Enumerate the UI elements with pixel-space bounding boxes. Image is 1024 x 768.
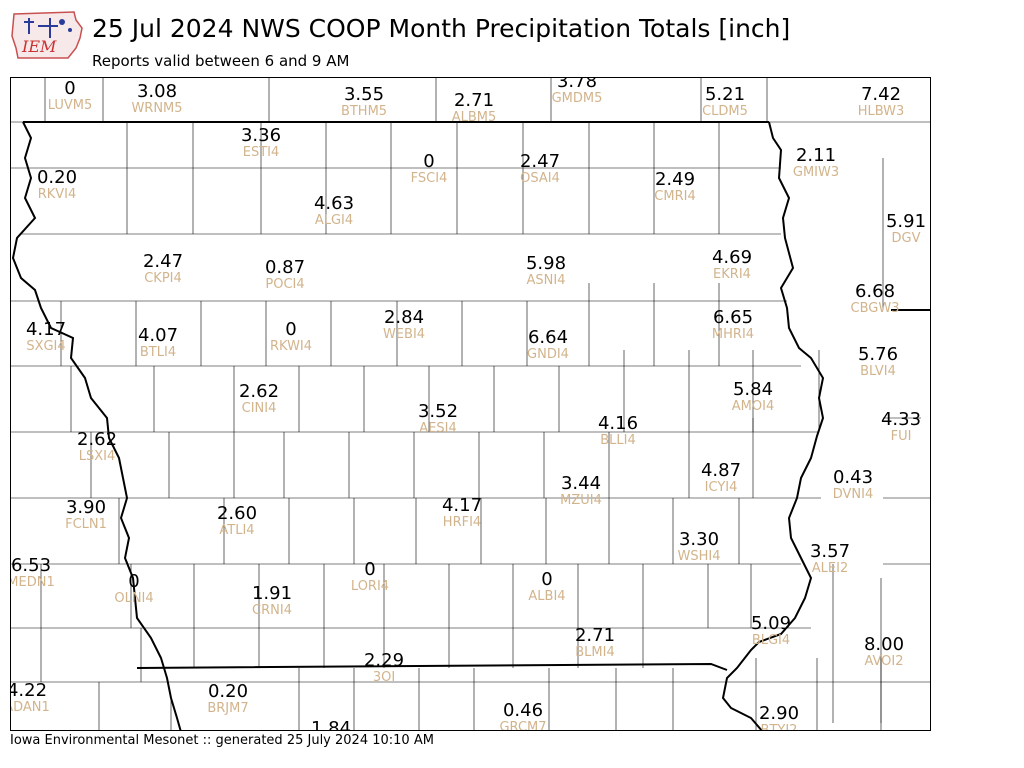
map-subtitle: Reports valid between 6 and 9 AM bbox=[92, 52, 350, 70]
station: 0.46 GRCM7 bbox=[499, 700, 547, 731]
station: 3.55 BTHM5 bbox=[340, 84, 388, 119]
station: 0.43 DVNI4 bbox=[832, 467, 874, 502]
station: 2.71 ALBM5 bbox=[451, 90, 497, 125]
station: 6.68 CBGW3 bbox=[850, 281, 900, 316]
station: 1.91 CRNI4 bbox=[251, 583, 293, 618]
station: 5.76 BLVI4 bbox=[857, 344, 899, 379]
station: 3.90 FCLN1 bbox=[65, 497, 107, 532]
station: 0 LORI4 bbox=[350, 559, 390, 594]
station: 2.84 WEBI4 bbox=[382, 307, 426, 342]
station: 2.29 3OI bbox=[363, 650, 405, 685]
station: 0.87 POCI4 bbox=[264, 257, 306, 292]
station: 2.47 CKPI4 bbox=[142, 251, 184, 286]
station: 2.62 LSXI4 bbox=[76, 429, 118, 464]
station: 5.84 AMOI4 bbox=[731, 379, 775, 414]
station: 4.16 BLLI4 bbox=[597, 413, 639, 448]
station: 3.36 ESTI4 bbox=[240, 125, 282, 160]
station: 4.07 BTLI4 bbox=[137, 325, 179, 360]
station: 5.09 BLGI4 bbox=[750, 613, 792, 648]
station: 2.49 CMRI4 bbox=[654, 169, 696, 204]
station: 5.91 DGV bbox=[885, 211, 927, 246]
iem-logo: IEM bbox=[10, 8, 86, 62]
station: 2.11 GMIW3 bbox=[792, 145, 840, 180]
station: 3.57 ALEI2 bbox=[809, 541, 851, 576]
station: 0.20 RKVI4 bbox=[36, 167, 78, 202]
station: 0 FSCI4 bbox=[410, 151, 448, 186]
station: 3.30 WSHI4 bbox=[677, 529, 721, 564]
station: 6.64 GNDI4 bbox=[527, 327, 569, 362]
station: 1.84 bbox=[310, 718, 352, 731]
station: 4.87 ICYI4 bbox=[700, 460, 742, 495]
county-boundaries bbox=[11, 78, 930, 730]
station: 0.20 BRJM7 bbox=[207, 681, 249, 716]
station: 6.65 MHRI4 bbox=[711, 307, 755, 342]
station: 6.53 MEDN1 bbox=[10, 555, 55, 590]
station: 2.60 ATLI4 bbox=[216, 503, 258, 538]
station: 5.21 CLDM5 bbox=[702, 84, 748, 119]
station: 4.17 SXGI4 bbox=[25, 319, 67, 354]
station: 4.17 HRFI4 bbox=[441, 495, 483, 530]
station: 4.69 EKRI4 bbox=[711, 247, 753, 282]
map-title: 25 Jul 2024 NWS COOP Month Precipitation… bbox=[92, 14, 791, 43]
station: 2.71 BLMI4 bbox=[574, 625, 616, 660]
precipitation-map: 0 LUVM5 3.08 WRNM5 3.55 BTHM5 2.71 ALBM5 3.7… bbox=[10, 77, 931, 731]
station: 5.98 ASNI4 bbox=[525, 253, 567, 288]
station: 3.44 MZUI4 bbox=[560, 473, 602, 508]
station: 0 ALBI4 bbox=[528, 569, 566, 604]
station: 2.47 OSAI4 bbox=[519, 151, 561, 186]
station: 4.33 FUI bbox=[880, 409, 922, 444]
station: 3.08 WRNM5 bbox=[131, 81, 183, 116]
logo-text: IEM bbox=[21, 37, 57, 56]
station: 7.42 HLBW3 bbox=[857, 84, 905, 119]
station: 0 OLNI4 bbox=[114, 571, 154, 606]
footer-credit: Iowa Environmental Mesonet :: generated … bbox=[10, 733, 434, 748]
station: 8.00 AVOI2 bbox=[863, 634, 905, 669]
station: 2.90 BTYI2 bbox=[758, 703, 800, 731]
station: 4.22ADAN1 bbox=[10, 680, 50, 715]
station: 0 LUVM5 bbox=[47, 78, 93, 113]
station: 2.62 CINI4 bbox=[238, 381, 280, 416]
station: 4.63 ALGI4 bbox=[313, 193, 355, 228]
station: 0 RKWI4 bbox=[269, 319, 313, 354]
station: 3.52 AESI4 bbox=[417, 401, 459, 436]
station: 3.78 GMDM5 bbox=[551, 77, 603, 106]
